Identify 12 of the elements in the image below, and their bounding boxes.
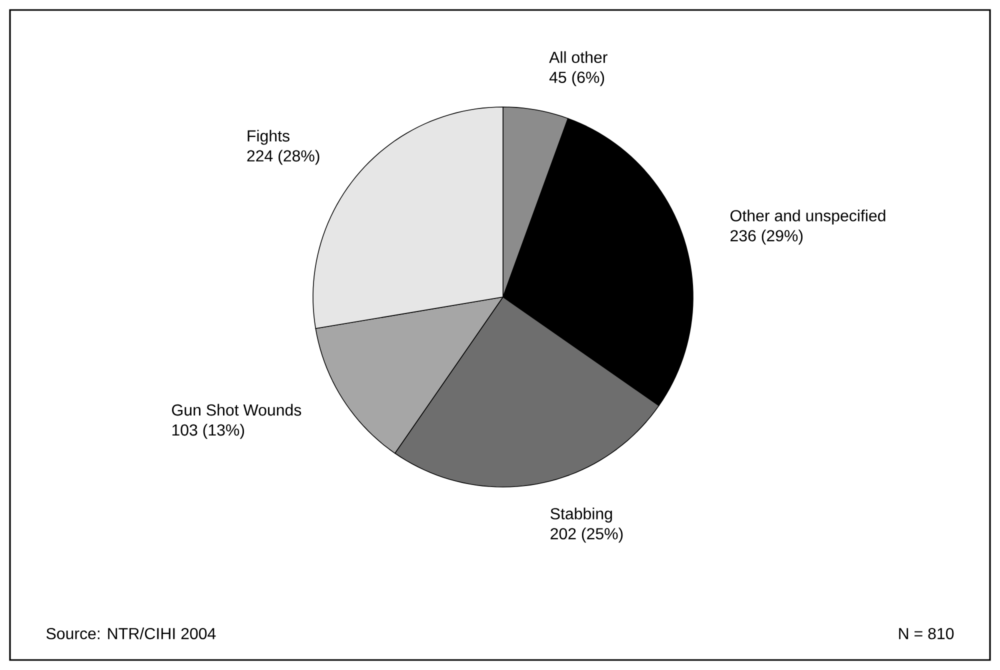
data-label: 224 (28%) bbox=[247, 150, 320, 165]
slice-label: Stabbing bbox=[550, 508, 612, 523]
data-label: 236 (29%) bbox=[730, 230, 803, 245]
slice-label: All other bbox=[549, 51, 608, 63]
source-note: Source: NTR/CIHI 2004 bbox=[46, 628, 216, 640]
data-label: 202 (25%) bbox=[550, 528, 623, 543]
data-label: 103 (13%) bbox=[172, 424, 244, 439]
text: N = 810 bbox=[899, 628, 954, 640]
data-label: 45 (6%) bbox=[549, 71, 604, 86]
slice-label: Other and unspecified bbox=[730, 210, 886, 225]
slice-label: Gun Shot Wounds bbox=[172, 404, 302, 416]
slice-label: Fights bbox=[248, 130, 290, 145]
